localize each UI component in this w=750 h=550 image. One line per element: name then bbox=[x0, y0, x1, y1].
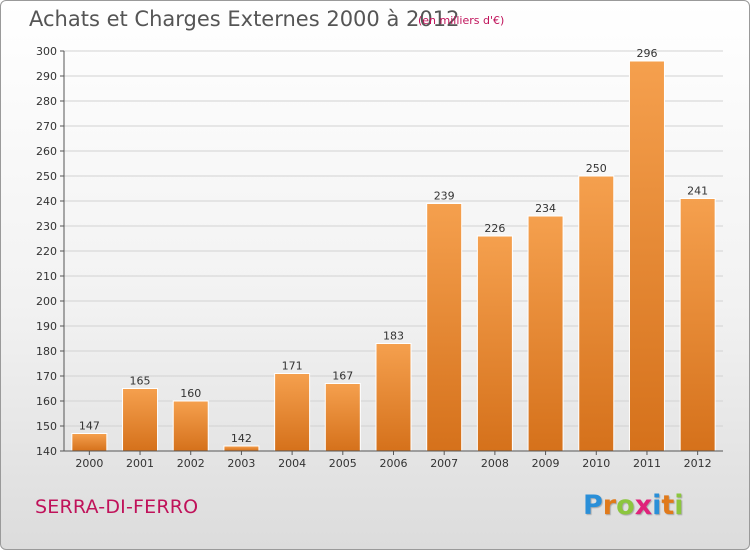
bar-value-label: 160 bbox=[180, 387, 201, 400]
logo-letter: i bbox=[652, 490, 662, 521]
x-tick-label: 2006 bbox=[380, 457, 408, 470]
y-tick-label: 270 bbox=[36, 120, 57, 133]
y-tick-label: 240 bbox=[36, 195, 57, 208]
y-tick-label: 230 bbox=[36, 220, 57, 233]
bar-value-label: 241 bbox=[687, 185, 708, 198]
logo-letter: x bbox=[634, 490, 653, 521]
bar-value-label: 167 bbox=[332, 370, 353, 383]
x-tick-label: 2009 bbox=[532, 457, 560, 470]
logo-letter: t bbox=[661, 490, 675, 521]
x-tick-label: 2008 bbox=[481, 457, 509, 470]
bar bbox=[426, 203, 463, 452]
x-tick-label: 2012 bbox=[684, 457, 712, 470]
bar-value-label: 239 bbox=[434, 190, 455, 203]
logo-letter: o bbox=[616, 490, 635, 521]
y-tick-label: 300 bbox=[36, 45, 57, 58]
x-tick-label: 2000 bbox=[75, 457, 103, 470]
y-tick-label: 190 bbox=[36, 320, 57, 333]
y-tick-label: 200 bbox=[36, 295, 57, 308]
bar bbox=[628, 60, 665, 452]
y-tick-label: 290 bbox=[36, 70, 57, 83]
bar bbox=[476, 235, 513, 452]
chart-unit-note: (en milliers d'€) bbox=[418, 14, 505, 27]
x-tick-label: 2007 bbox=[430, 457, 458, 470]
bar bbox=[223, 445, 260, 452]
commune-name: SERRA-DI-FERRO bbox=[35, 496, 199, 518]
bar bbox=[679, 198, 716, 452]
x-tick-label: 2003 bbox=[227, 457, 255, 470]
x-tick-label: 2005 bbox=[329, 457, 357, 470]
y-tick-label: 160 bbox=[36, 395, 57, 408]
y-tick-label: 150 bbox=[36, 420, 57, 433]
bar bbox=[71, 433, 108, 452]
bar-value-label: 165 bbox=[130, 375, 151, 388]
x-tick-label: 2002 bbox=[177, 457, 205, 470]
bar bbox=[578, 175, 615, 452]
bar bbox=[172, 400, 209, 452]
y-tick-label: 250 bbox=[36, 170, 57, 183]
bar-value-label: 147 bbox=[79, 420, 100, 433]
y-tick-label: 140 bbox=[36, 445, 57, 458]
y-tick-label: 210 bbox=[36, 270, 57, 283]
x-tick-label: 2011 bbox=[633, 457, 661, 470]
bar-value-label: 234 bbox=[535, 202, 556, 215]
bar-value-label: 183 bbox=[383, 330, 404, 343]
bar bbox=[274, 373, 311, 452]
y-tick-label: 220 bbox=[36, 245, 57, 258]
bar bbox=[122, 388, 159, 452]
bar bbox=[375, 343, 412, 452]
y-tick-label: 180 bbox=[36, 345, 57, 358]
logo-letter: P bbox=[583, 490, 603, 521]
bar-value-label: 142 bbox=[231, 432, 252, 445]
proxiti-logo[interactable]: Proxiti bbox=[583, 490, 684, 521]
y-tick-label: 170 bbox=[36, 370, 57, 383]
y-tick-label: 280 bbox=[36, 95, 57, 108]
y-tick-label: 260 bbox=[36, 145, 57, 158]
logo-letter: i bbox=[674, 490, 684, 521]
x-tick-label: 2001 bbox=[126, 457, 154, 470]
bar-value-label: 171 bbox=[282, 360, 303, 373]
bar-value-label: 250 bbox=[586, 162, 607, 175]
bar bbox=[324, 383, 361, 452]
bar-value-label: 226 bbox=[484, 222, 505, 235]
x-tick-label: 2010 bbox=[582, 457, 610, 470]
bar-value-label: 296 bbox=[636, 47, 657, 60]
chart-title: Achats et Charges Externes 2000 à 2012 bbox=[29, 7, 460, 31]
x-tick-label: 2004 bbox=[278, 457, 306, 470]
logo-letter: r bbox=[602, 490, 617, 521]
bar bbox=[527, 215, 564, 452]
